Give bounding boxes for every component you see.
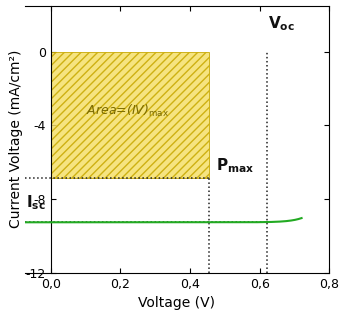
X-axis label: Voltage (V): Voltage (V) <box>138 296 216 310</box>
Y-axis label: Current Voltage (mA/cm²): Current Voltage (mA/cm²) <box>9 50 23 228</box>
Text: $\mathbf{V_{oc}}$: $\mathbf{V_{oc}}$ <box>268 15 295 33</box>
Text: Area=(IV)$_{\rm max}$: Area=(IV)$_{\rm max}$ <box>86 103 169 119</box>
Text: $\mathbf{P_{max}}$: $\mathbf{P_{max}}$ <box>216 156 255 175</box>
Bar <box>51 52 209 178</box>
Text: $\mathbf{I_{sc}}$: $\mathbf{I_{sc}}$ <box>26 193 46 212</box>
